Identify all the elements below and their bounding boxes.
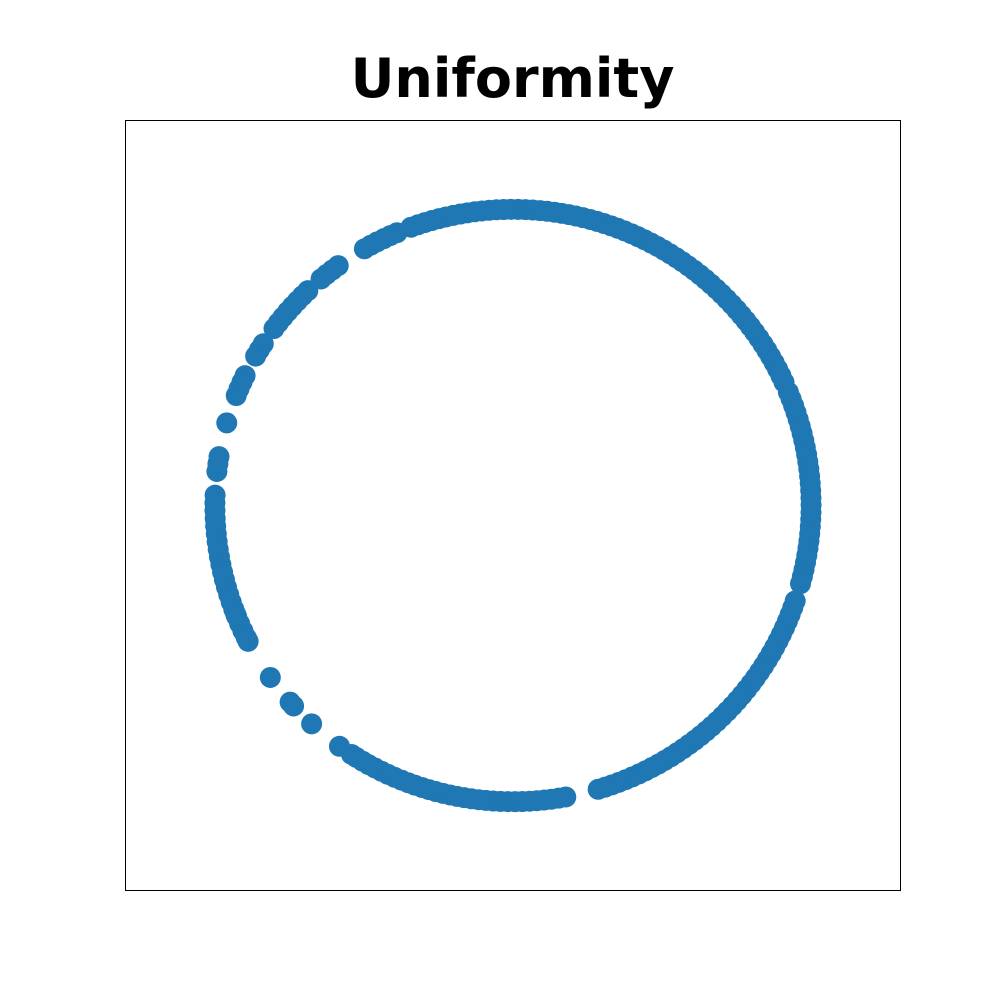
chart-title: Uniformity [350, 47, 675, 110]
scatter-point [259, 666, 281, 688]
scatter-point [555, 786, 577, 808]
scatter-point [206, 460, 228, 482]
scatter-point [784, 590, 806, 612]
scatter-point [235, 627, 257, 649]
scatter-point [283, 695, 305, 717]
plot-frame [125, 120, 901, 891]
scatter-point [301, 713, 323, 735]
scatter-point [216, 412, 238, 434]
scatter-point [225, 385, 247, 407]
scatter-point [263, 318, 285, 340]
scatter-point [245, 345, 267, 367]
scatter-point [353, 238, 375, 260]
scatter-points [204, 198, 822, 813]
